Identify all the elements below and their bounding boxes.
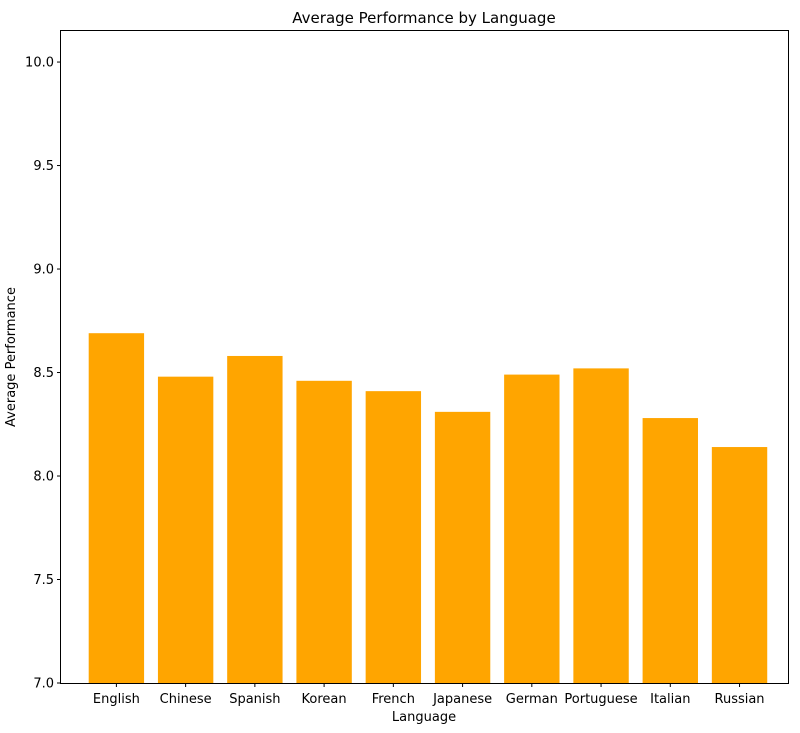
x-axis-label: Language (392, 710, 456, 725)
x-tick-label: German (506, 692, 558, 707)
x-tick-label: Russian (715, 692, 765, 707)
bar-french (365, 391, 422, 683)
y-tick-label: 7.0 (33, 677, 54, 692)
x-tick-label: Spanish (229, 692, 280, 707)
bar-korean (296, 380, 352, 683)
y-tick-label: 9.5 (33, 159, 54, 174)
bar-japanese (434, 411, 491, 683)
bars-group (88, 333, 768, 683)
y-tick-label: 8.5 (33, 366, 54, 381)
bar-russian (711, 447, 768, 683)
x-tick-label: Portuguese (564, 692, 637, 707)
chart-title: Average Performance by Language (292, 9, 555, 27)
bar-chinese (157, 376, 214, 683)
y-tick-label: 7.5 (33, 573, 54, 588)
bar-german (504, 374, 560, 683)
x-tick-label: French (372, 692, 415, 707)
y-tick-label: 8.0 (33, 470, 54, 485)
x-tick-label: Chinese (160, 692, 212, 707)
plot-frame (60, 30, 789, 684)
bar-spanish (227, 355, 283, 683)
bar-italian (642, 418, 698, 683)
x-tick-label: Italian (650, 692, 690, 707)
y-tick-label: 10.0 (25, 56, 54, 71)
bar-portuguese (573, 368, 629, 683)
bar-english (88, 333, 145, 683)
x-axis: English Chinese Spanish Korean French Japanes… (93, 683, 765, 707)
y-tick-label: 9.0 (33, 263, 54, 278)
x-tick-label: English (93, 692, 140, 707)
y-axis-label: Average Performance (4, 287, 19, 427)
x-tick-label: Korean (302, 692, 347, 707)
y-axis: 7.0 7.5 8.0 8.5 9.0 9.5 10.0 (25, 56, 61, 692)
x-tick-label: Japanese (432, 692, 492, 707)
